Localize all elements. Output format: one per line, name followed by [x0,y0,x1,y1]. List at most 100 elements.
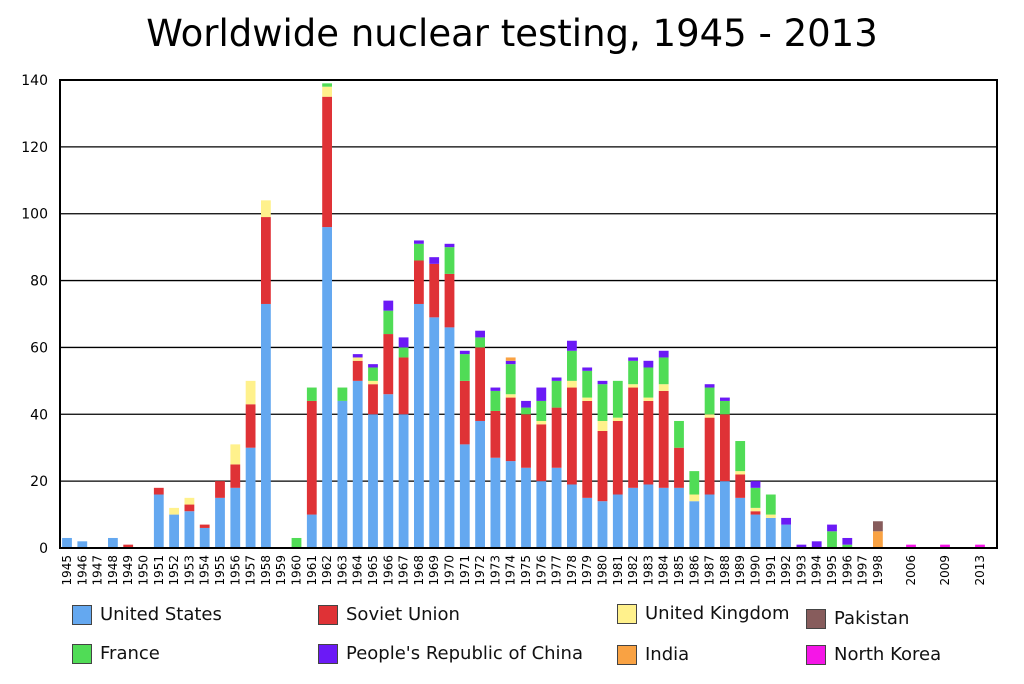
y-tick-label: 140 [21,73,48,89]
legend-item-united-kingdom: United Kingdom [617,603,789,624]
bar-segment [322,83,332,87]
x-tick-label: 1983 [641,555,655,586]
legend-item-china: People's Republic of China [318,643,583,664]
bar-segment [475,330,485,338]
bar-segment [62,537,72,548]
bar-segment [414,260,424,304]
x-tick-label: 1993 [794,555,808,586]
x-tick-label: 1947 [91,555,105,586]
legend-swatch [617,603,637,624]
legend-swatch [72,643,92,664]
legend-item-pakistan: Pakistan [806,608,909,629]
bar-segment [383,334,394,395]
bar-segment [689,471,700,495]
legend-swatch [72,604,92,625]
bar-segment [704,417,715,495]
bar-segment [444,247,455,274]
bar-segment [750,514,761,548]
x-tick-label: 1981 [611,555,625,586]
x-tick-label: 2009 [938,555,952,586]
bar-segment [414,240,424,244]
x-tick-label: 1978 [565,555,579,586]
x-tick-label: 1950 [137,555,151,586]
bar-segment [582,367,593,371]
bar-segment [245,447,256,548]
bar-segment [643,360,654,368]
x-tick-label: 1959 [274,555,288,586]
bar-segment [383,394,394,548]
bar-segment [398,357,409,415]
bar-segment [567,484,577,548]
x-tick-label: 1967 [397,555,411,586]
bar-segment [597,420,608,431]
bar-segment [398,347,409,358]
bar-segment [199,524,210,528]
legend-swatch [318,643,338,664]
x-tick-label: 1964 [351,555,365,586]
bar-segment [597,501,608,548]
x-tick-label: 1987 [703,555,717,586]
bar-segment [505,394,516,398]
bar-segment [536,481,547,548]
x-tick-label: 1979 [580,555,594,586]
bar-segment [459,354,470,381]
bar-segment [368,367,378,381]
bar-segment [567,340,577,351]
bar-segment [352,357,363,361]
bar-segment [827,531,837,548]
plot-frame [59,79,998,549]
x-tick-label: 1985 [672,555,686,586]
bar-segment [750,511,761,515]
x-tick-label: 1969 [427,555,441,586]
bar-segment [765,494,776,515]
y-tick-label: 20 [30,474,48,490]
bar-segment [765,514,776,518]
bar-segment [536,400,547,421]
bar-segment [536,424,547,482]
bar-segment [184,504,195,512]
bar-segment [796,544,807,548]
bar-segment [261,217,271,304]
bar-segment [261,303,271,548]
bar-segment [567,350,577,381]
bar-segment [842,537,853,545]
bar-segment [536,420,547,425]
x-tick-label: 1975 [519,555,533,586]
legend-label: United Kingdom [645,603,790,624]
bar-segment [612,380,623,418]
x-tick-label: 1995 [825,555,839,586]
bar-segment [490,390,501,411]
y-tick-label: 100 [21,207,48,223]
bar-segment [490,410,501,458]
x-tick-label: 1945 [60,555,74,586]
x-tick-label: 1946 [75,555,89,586]
bar-segment [658,487,669,548]
bar-segment [781,517,791,525]
x-tick-label: 1997 [856,555,870,586]
x-tick-label: 1961 [305,555,319,586]
bar-segment [521,407,531,415]
legend-swatch [318,604,338,625]
x-tick-label: 1951 [152,555,166,586]
x-tick-label: 1949 [121,555,135,586]
x-tick-label: 1956 [228,555,242,586]
bar-segment [628,357,638,361]
bar-segment [414,303,424,548]
y-tick-label: 80 [30,274,48,290]
bar-segment [873,521,883,532]
x-tick-label: 1958 [259,555,273,586]
bar-segment [750,487,761,508]
bar-segment [940,544,950,548]
legend-label: North Korea [834,644,942,665]
bar-segment [689,501,700,548]
bar-segment [704,384,715,388]
bar-segment [597,384,608,421]
x-tick-label: 1977 [550,555,564,586]
bar-segment [658,390,669,488]
bar-segment [612,494,623,548]
bar-segment [781,524,791,548]
bar-segment [643,367,654,398]
x-tick-label: 1988 [718,555,732,586]
x-tick-label: 1976 [534,555,548,586]
